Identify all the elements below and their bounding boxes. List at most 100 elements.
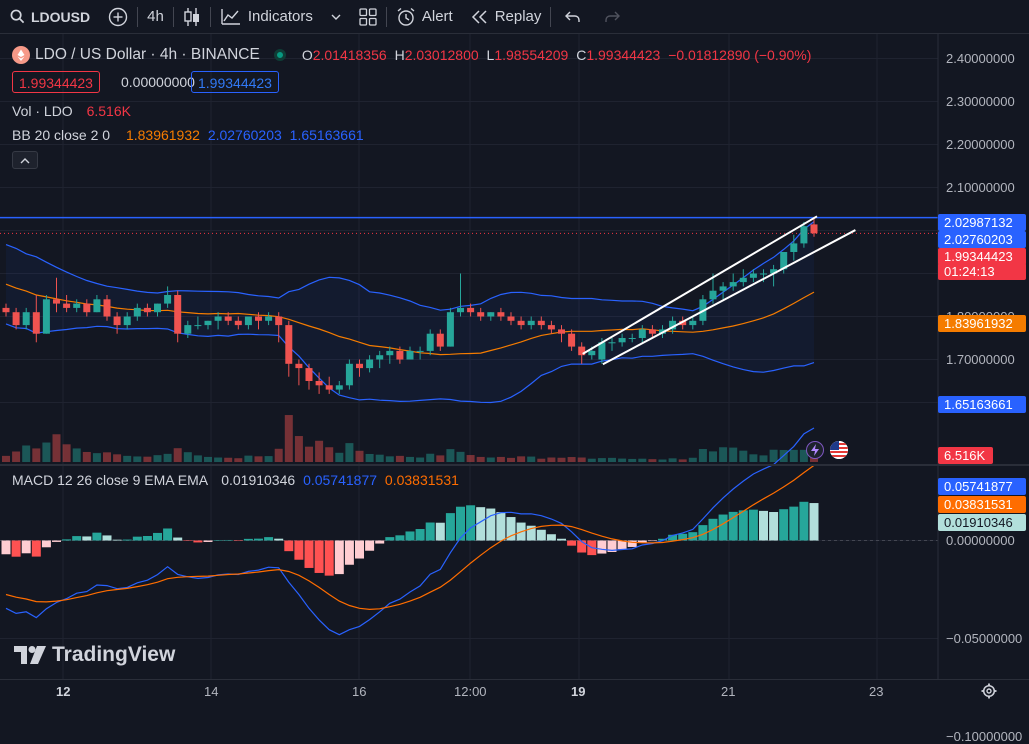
candles-icon xyxy=(184,7,199,26)
volume-bar xyxy=(113,454,122,462)
candle-body xyxy=(184,325,192,334)
indicators-icon xyxy=(221,8,240,25)
candle-body xyxy=(749,273,757,278)
symbol-search[interactable]: LDOUSD xyxy=(0,0,99,34)
chart-canvas[interactable] xyxy=(0,34,1029,679)
candle-body xyxy=(810,224,818,234)
trendline-drawings[interactable] xyxy=(582,215,856,366)
macd-histogram-bar xyxy=(314,540,324,573)
ldo-logo-icon xyxy=(12,46,30,64)
volume-bar xyxy=(163,453,172,462)
volume-bar xyxy=(234,458,243,462)
candle-body xyxy=(325,385,333,390)
macd-signal-line xyxy=(5,464,815,611)
bb-basis-price-tag: 1.83961932 xyxy=(938,315,1026,332)
macd-legend[interactable]: MACD 12 26 close 9 EMA EMA 0.01910346 0.… xyxy=(12,472,459,488)
undo-button[interactable] xyxy=(551,0,590,34)
volume-bar xyxy=(719,447,728,462)
volume-value: 6.516K xyxy=(86,103,131,119)
candle-body xyxy=(760,273,767,275)
volume-bar xyxy=(466,455,475,462)
candle-body xyxy=(487,312,495,317)
indicators-button[interactable]: Indicators xyxy=(211,0,322,34)
volume-bar xyxy=(183,452,192,462)
candle-body xyxy=(305,368,313,381)
macd-pane xyxy=(0,427,938,636)
volume-bar xyxy=(608,457,616,462)
volume-bar xyxy=(82,451,91,462)
chevron-down-icon xyxy=(331,14,341,20)
redo-button[interactable] xyxy=(590,0,629,34)
candle-body xyxy=(386,350,394,356)
toolbar-divider xyxy=(209,6,211,27)
macd-signal-tag: 0.03831531 xyxy=(938,496,1026,513)
macd-histogram-bar xyxy=(304,540,314,568)
candle-body xyxy=(780,252,788,270)
volume-bar xyxy=(42,442,51,462)
candle-body xyxy=(234,320,242,326)
volume-bar xyxy=(628,458,637,462)
chart-type-button[interactable] xyxy=(174,0,210,34)
axis-lines xyxy=(0,34,1029,679)
candle-body xyxy=(42,299,50,334)
volume-bar xyxy=(224,457,233,462)
macd-histogram-bar xyxy=(102,535,112,541)
bb-lower-line xyxy=(5,323,815,404)
buy-button[interactable]: 1.99344423 xyxy=(191,71,279,93)
macd-histogram-bar xyxy=(597,540,607,554)
candle-body xyxy=(143,307,151,313)
spread-value: 0.00000000 xyxy=(121,74,195,90)
macd-histogram-bar xyxy=(506,517,516,541)
time-axis[interactable]: 12 14 16 12:00 19 21 23 xyxy=(0,679,1029,705)
macd-histogram-bar xyxy=(395,535,405,541)
macd-histogram-bar xyxy=(496,512,506,541)
macd-histogram-bar xyxy=(365,540,375,551)
macd-histogram-bar xyxy=(264,537,274,541)
time-tick-label: 23 xyxy=(869,684,884,699)
volume-bar xyxy=(22,445,31,462)
volume-bar xyxy=(557,457,566,462)
close-value: 1.99344423 xyxy=(586,47,661,63)
time-tick-label: 16 xyxy=(352,684,367,699)
volume-bar xyxy=(416,457,425,462)
bb-legend[interactable]: BB 20 close 2 0 1.83961932 2.02760203 1.… xyxy=(12,127,364,143)
candle-body xyxy=(345,363,353,386)
volume-bar xyxy=(668,458,677,462)
macd-histogram-bar xyxy=(799,501,809,541)
interval-button[interactable]: 4h xyxy=(138,0,173,34)
last-price-tag: 1.99344423 xyxy=(938,248,1026,265)
templates-button[interactable] xyxy=(350,0,386,34)
collapse-legend-button[interactable] xyxy=(12,151,38,169)
alert-clock-icon xyxy=(397,7,415,26)
price-axis[interactable]: 2.40000000 2.30000000 2.20000000 2.10000000… xyxy=(940,34,1029,744)
volume-legend[interactable]: Vol · LDO 6.516K xyxy=(12,103,131,119)
lightning-icon[interactable] xyxy=(806,441,824,459)
macd-tick-label: −0.10000000 xyxy=(946,728,1023,744)
replay-icon xyxy=(471,9,487,24)
alert-button[interactable]: Alert xyxy=(387,0,462,34)
indicators-dropdown[interactable] xyxy=(322,0,350,34)
tradingview-logo[interactable]: TradingView xyxy=(14,643,175,667)
candle-body xyxy=(376,355,384,360)
sell-button[interactable]: 1.99344423 xyxy=(12,71,100,93)
volume-bar xyxy=(739,450,748,462)
candle-body xyxy=(255,316,262,321)
macd-histogram-bar xyxy=(476,507,486,541)
macd-histogram-bar xyxy=(203,540,213,542)
volume-bar xyxy=(2,455,10,462)
replay-button[interactable]: Replay xyxy=(462,0,551,34)
macd-histogram-bar xyxy=(718,514,728,541)
volume-bar xyxy=(618,458,627,462)
macd-histogram-bar xyxy=(142,535,152,541)
macd-histogram-bar xyxy=(132,536,142,541)
macd-histogram-bar xyxy=(21,540,31,554)
us-flag-icon[interactable] xyxy=(830,441,848,459)
compare-button[interactable] xyxy=(99,0,137,34)
open-key: O xyxy=(301,47,313,63)
macd-histogram-bar xyxy=(284,540,294,552)
plus-circle-icon xyxy=(108,7,128,26)
settings-button[interactable] xyxy=(981,683,997,704)
candle-body xyxy=(93,299,101,313)
candle-body xyxy=(416,350,424,352)
macd-histogram-bar xyxy=(748,509,758,541)
